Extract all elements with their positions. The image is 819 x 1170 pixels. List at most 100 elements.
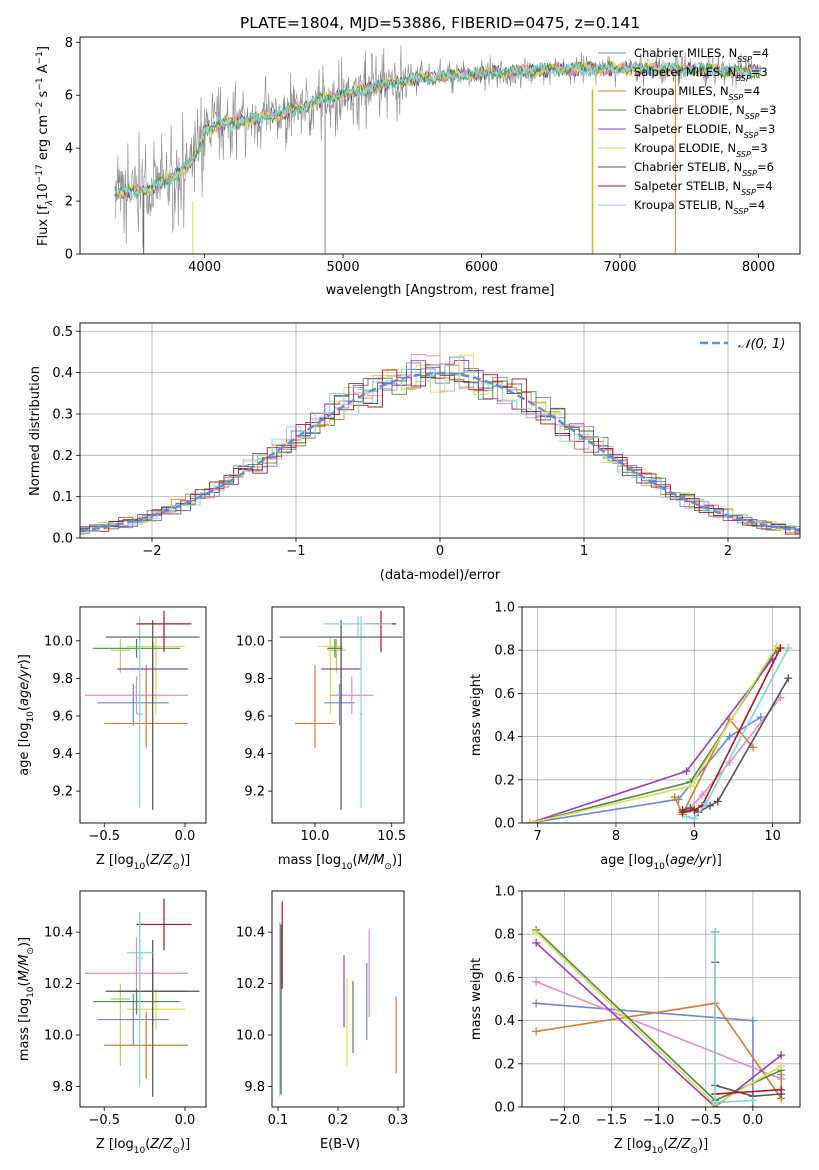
weight_vs_Z-ytick-label: 0.4 bbox=[494, 1014, 515, 1029]
spectrum-axis-label-part: ] bbox=[36, 46, 51, 51]
weight-marker bbox=[777, 1051, 786, 1060]
weight-marker bbox=[682, 812, 691, 821]
legend-entry-name: Salpeter MILES, N bbox=[634, 65, 736, 79]
weight_vs_Z-xtick-label: −2.0 bbox=[549, 1113, 581, 1128]
mass_vs_ebv-axes: 0.1 0.2 0.3 9.8 10.0 10.2 10.4 bbox=[236, 901, 408, 1128]
age_vs_Z-plot-area bbox=[84, 610, 200, 810]
age_vs_mass-ytick-label: 10.0 bbox=[236, 634, 265, 649]
age_vs_mass-axis-label-part: 10 bbox=[341, 862, 353, 872]
legend-entry-sub: SSP bbox=[729, 93, 744, 102]
mass_vs_ebv-ytick-label: 10.4 bbox=[236, 926, 265, 941]
spectrum-axis-label-part: A bbox=[36, 64, 51, 77]
spectrum-ytick-label: 6 bbox=[65, 89, 73, 104]
residuals-ylabel: Normed distribution bbox=[28, 366, 43, 496]
mass_vs_Z-axis-label-part: Z/Z bbox=[149, 1137, 173, 1152]
legend-entry: Kroupa ELODIE, NSSP=3 bbox=[634, 141, 768, 159]
spectrum-axis-label: Flux [fλ10−17 erg cm−2 s−1 A−1] bbox=[35, 46, 55, 246]
legend-entry: Salpeter STELIB, NSSP=4 bbox=[634, 179, 773, 197]
mass_vs_Z-ytick-label: 10.0 bbox=[44, 1029, 73, 1044]
histogram-kroupa_stelib bbox=[80, 364, 800, 532]
legend-entry-sub: SSP bbox=[736, 74, 751, 83]
weight_vs_age-axes: 7 8 9 10 0.0 0.2 0.4 0.6 0.8 1.0 bbox=[494, 601, 800, 844]
age_vs_Z-axes: −0.5 0.0 9.2 9.4 9.6 9.8 10.0 bbox=[44, 610, 200, 844]
legend-entry-sub: SSP bbox=[734, 207, 749, 216]
legend-entry-name: Chabrier STELIB, N bbox=[634, 160, 742, 174]
legend-entry-sub: SSP bbox=[742, 169, 757, 178]
age_vs_Z-axis-label-part: 10 bbox=[26, 711, 36, 723]
weight-age-ylabel: mass weight bbox=[469, 674, 484, 756]
spectrum-axis-label-part: s bbox=[36, 90, 51, 101]
spectrum-xtick-label: 7000 bbox=[603, 260, 636, 275]
mass_vs_ebv-ytick-label: 10.0 bbox=[236, 1029, 265, 1044]
weight_vs_age-ytick-label: 0.2 bbox=[494, 773, 515, 788]
weight_vs_Z-ytick-label: 0.6 bbox=[494, 971, 515, 986]
weight_vs_Z-xtick-label: −1.5 bbox=[596, 1113, 628, 1128]
age_vs_mass-frame bbox=[271, 606, 405, 824]
residuals-ytick-label: 0.5 bbox=[52, 325, 73, 340]
weight-marker bbox=[711, 1098, 720, 1107]
legend-entry-value: =3 bbox=[751, 65, 768, 79]
age_vs_Z-ytick-label: 9.6 bbox=[52, 709, 73, 724]
weight_vs_Z-frame bbox=[521, 890, 801, 1108]
weight_vs_age-axis-label-part: age/yr bbox=[670, 853, 713, 868]
spectrum-plot-area bbox=[114, 45, 762, 254]
age_vs_Z-axis-label-part: ( bbox=[145, 853, 150, 868]
spectrum-axis-label-part: −17 bbox=[35, 164, 45, 183]
weight-marker bbox=[777, 1061, 786, 1070]
weight-marker bbox=[698, 790, 707, 799]
spectrum-xtick-label: 8000 bbox=[742, 260, 775, 275]
weight_vs_age-axis-label-part: 10 bbox=[653, 862, 665, 872]
legend-entry-name: Kroupa MILES, N bbox=[634, 84, 729, 98]
legend-entry-sub: SSP bbox=[736, 150, 751, 159]
spectrum-axis-label-part: −1 bbox=[35, 51, 45, 64]
weight-marker bbox=[713, 797, 722, 806]
legend-entry-sub: SSP bbox=[737, 55, 752, 64]
weight-line bbox=[686, 647, 790, 820]
model-spectrum-kroupa_stelib bbox=[114, 61, 762, 199]
age_vs_Z-axis-label-part: )] bbox=[17, 654, 32, 664]
age_vs_mass-xtick-label: 10.5 bbox=[377, 829, 406, 844]
weight_vs_Z-xtick-label: −1.0 bbox=[643, 1113, 675, 1128]
residuals-ytick-label: 0.0 bbox=[52, 532, 73, 547]
age_vs_Z-ytick-label: 10.0 bbox=[44, 634, 73, 649]
mass_vs_Z-ytick-label: 10.2 bbox=[44, 977, 73, 992]
spectrum-ytick-label: 2 bbox=[65, 195, 73, 210]
weight_vs_Z-axis-label-part: 10 bbox=[652, 1146, 664, 1156]
residuals-ytick-label: 0.3 bbox=[52, 407, 73, 422]
weight_vs_Z-plot-area bbox=[532, 925, 786, 1107]
weight_vs_Z-axis-label-part: ⊙ bbox=[690, 1146, 698, 1156]
weight_vs_age-xtick-label: 10 bbox=[764, 829, 781, 844]
legend-entry-value: =3 bbox=[751, 141, 768, 155]
spectrum-xlabel: wavelength [Angstrom, rest frame] bbox=[326, 283, 555, 298]
mass_vs_Z-axis-label-part: ( bbox=[145, 1137, 150, 1152]
legend-entry-sub: SSP bbox=[745, 112, 760, 121]
mass_vs_ebv-xtick-label: 0.3 bbox=[388, 1113, 409, 1128]
mass_vs_Z-axis-label: mass [log10(M/M⊙)] bbox=[17, 937, 36, 1061]
weight-line bbox=[714, 932, 782, 1095]
age_vs_Z-xtick-label: −0.5 bbox=[88, 829, 120, 844]
age_vs_Z-ytick-label: 9.8 bbox=[52, 672, 73, 687]
age_vs_mass-xtick-label: 10.0 bbox=[301, 829, 330, 844]
legend-entry-name: Chabrier MILES, N bbox=[634, 46, 737, 60]
age_vs_Z-ytick-label: 9.2 bbox=[52, 785, 73, 800]
mass_vs_ebv-ytick-label: 10.2 bbox=[236, 977, 265, 992]
weight-marker bbox=[686, 782, 695, 791]
weight-marker bbox=[777, 1085, 786, 1094]
age_vs_mass-axis-label-part: )] bbox=[392, 853, 402, 868]
age_vs_mass-axis-label-part: M/M bbox=[358, 853, 385, 868]
legend-entry-name: Salpeter STELIB, N bbox=[634, 179, 741, 193]
ebv-xlabel: E(B-V) bbox=[320, 1137, 360, 1152]
weight_vs_age-axis-label-part: ( bbox=[665, 853, 670, 868]
weight-line bbox=[529, 658, 774, 823]
weight_vs_Z-axis-label-part: )] bbox=[698, 1137, 708, 1152]
weight-marker bbox=[776, 644, 785, 653]
weight_vs_Z-axis-label-part: Z [log bbox=[614, 1137, 652, 1152]
weight_vs_Z-ytick-label: 0.0 bbox=[494, 1101, 515, 1116]
weight-line bbox=[714, 962, 782, 1098]
weight_vs_age-axis-label-part: )] bbox=[712, 853, 722, 868]
weight_vs_Z-axis-label-part: ( bbox=[663, 1137, 668, 1152]
age_vs_Z-axis-label-part: ( bbox=[17, 706, 32, 711]
age_vs_mass-ytick-label: 9.2 bbox=[244, 785, 265, 800]
weight_vs_age-frame bbox=[521, 606, 801, 824]
mass_vs_Z-ytick-label: 9.8 bbox=[52, 1080, 73, 1095]
